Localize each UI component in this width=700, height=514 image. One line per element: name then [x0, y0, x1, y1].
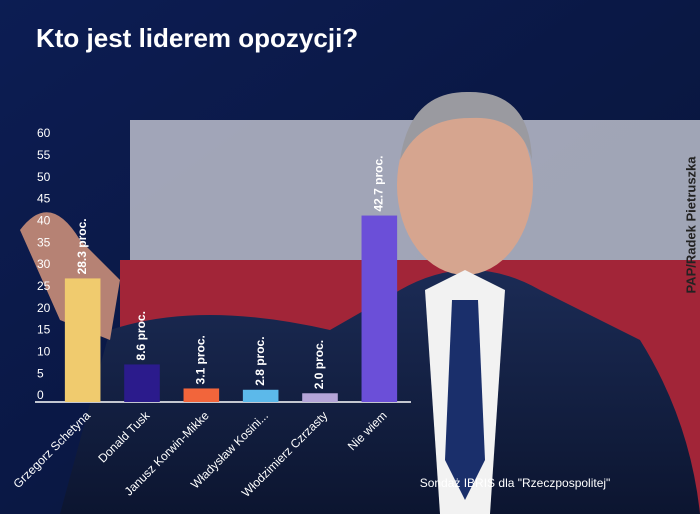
chart-title: Kto jest liderem opozycji?: [36, 23, 358, 53]
y-tick-label: 50: [37, 170, 51, 184]
y-tick-label: 20: [37, 301, 51, 315]
value-label: 42.7 proc.: [372, 156, 386, 212]
y-tick-label: 15: [37, 323, 51, 337]
y-tick-label: 30: [37, 257, 51, 271]
photo-credit: PAP/Radek Pietruszka: [683, 156, 698, 294]
value-label: 3.1 proc.: [194, 335, 208, 384]
bar: [361, 215, 398, 402]
y-tick-label: 40: [37, 214, 51, 228]
y-tick-label: 60: [37, 126, 51, 140]
bar: [64, 278, 101, 402]
value-label: 2.0 proc.: [312, 340, 326, 389]
y-tick-label: 35: [37, 235, 51, 249]
y-tick-label: 45: [37, 192, 51, 206]
value-label: 28.3 proc.: [75, 218, 89, 274]
y-tick-label: 55: [37, 148, 51, 162]
y-tick-label: 0: [37, 388, 44, 402]
bar: [242, 389, 279, 402]
source: Sondaż IBRIS dla "Rzeczpospolitej": [420, 476, 611, 490]
y-tick-label: 25: [37, 279, 51, 293]
value-label: 2.8 proc.: [253, 336, 267, 385]
bar: [124, 364, 160, 402]
bar: [302, 393, 338, 402]
value-label: 8.6 proc.: [134, 311, 148, 360]
bar: [183, 388, 220, 402]
y-tick-label: 10: [37, 345, 51, 359]
y-tick-label: 5: [37, 366, 44, 380]
